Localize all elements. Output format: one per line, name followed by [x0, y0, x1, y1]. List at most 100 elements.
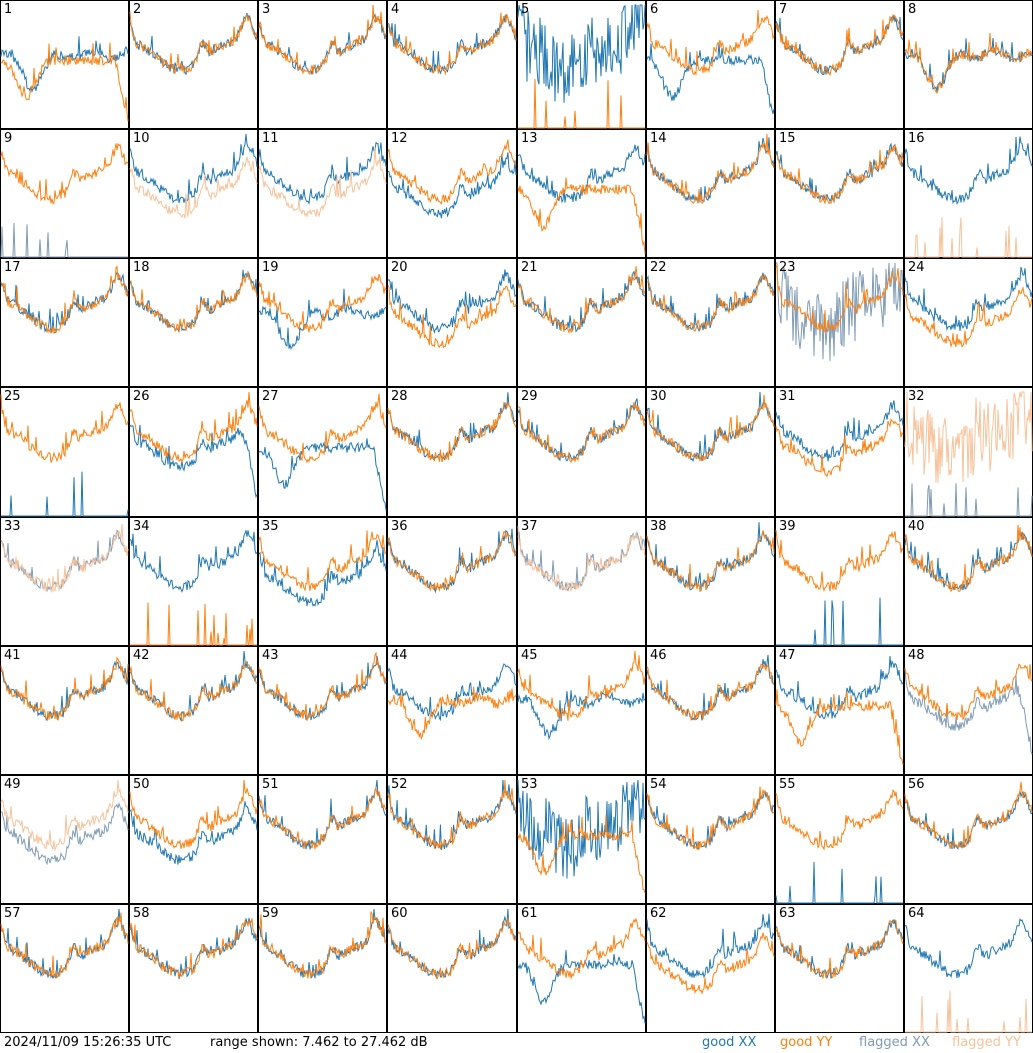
panel-frame	[775, 517, 904, 646]
series-xx-line	[517, 779, 646, 879]
series-xx-line	[1, 471, 129, 517]
series-yy-line	[518, 78, 645, 129]
panel-number: 35	[262, 519, 279, 534]
series-yy-line	[0, 779, 129, 852]
panel-plot	[258, 0, 387, 129]
panel-number: 18	[133, 260, 150, 275]
panel-number: 54	[650, 777, 667, 792]
series-xx-line	[776, 262, 904, 361]
panel-number: 4	[391, 2, 400, 17]
series-xx-line	[904, 136, 1033, 205]
panel-plot	[904, 646, 1033, 775]
panel-15: 15	[775, 129, 904, 258]
panel-57: 57	[0, 904, 129, 1033]
series-yy-line	[775, 919, 904, 979]
series-xx-line	[904, 790, 1032, 850]
panel-plot	[258, 646, 387, 775]
panel-plot	[129, 904, 258, 1033]
series-xx-line	[904, 266, 1033, 332]
panel-11: 11	[258, 129, 387, 258]
panel-number: 7	[779, 2, 788, 17]
panel-plot	[517, 775, 646, 904]
panel-38: 38	[646, 517, 775, 646]
legend-good-xx: good XX	[702, 1035, 757, 1050]
series-yy-line	[129, 918, 258, 978]
panel-36: 36	[387, 517, 517, 646]
panel-13: 13	[517, 129, 646, 258]
panel-frame	[904, 775, 1033, 904]
series-yy-line	[517, 650, 646, 721]
panel-plot	[0, 129, 129, 258]
series-yy-line	[517, 917, 646, 979]
panel-63: 63	[775, 904, 904, 1033]
panel-plot	[258, 775, 387, 904]
series-yy-line	[775, 143, 904, 206]
panel-number: 21	[521, 260, 538, 275]
panel-plot	[646, 904, 775, 1033]
series-yy-line	[258, 786, 387, 850]
panel-plot	[387, 129, 517, 258]
panel-64: 64	[904, 904, 1033, 1033]
panel-47: 47	[775, 646, 904, 775]
timestamp-label: 2024/11/09 15:26:35 UTC	[4, 1035, 172, 1050]
panel-number: 53	[521, 777, 538, 792]
panel-55: 55	[775, 775, 904, 904]
panel-frame	[387, 0, 517, 129]
panel-frame	[258, 258, 387, 387]
panel-plot	[904, 0, 1033, 129]
panel-plot	[387, 258, 517, 387]
series-yy-line	[646, 394, 775, 462]
panel-number: 57	[4, 906, 21, 921]
panel-27: 27	[258, 387, 387, 517]
panel-plot	[775, 646, 904, 775]
panel-34: 34	[129, 517, 258, 646]
panel-2: 2	[129, 0, 258, 129]
panel-number: 61	[521, 906, 538, 921]
panel-plot	[0, 0, 129, 129]
series-yy-line	[775, 14, 904, 77]
panel-23: 23	[775, 258, 904, 387]
series-xx-line	[646, 913, 775, 979]
panel-21: 21	[517, 258, 646, 387]
series-xx-line	[387, 152, 517, 219]
series-yy-line	[387, 917, 517, 980]
panel-32: 32	[904, 387, 1033, 517]
series-xx-line	[129, 269, 258, 333]
panel-number: 32	[908, 389, 925, 404]
series-yy-line	[258, 147, 387, 219]
series-yy-line	[517, 525, 646, 592]
series-yy-line	[0, 142, 129, 205]
panel-18: 18	[129, 258, 258, 387]
panel-49: 49	[0, 775, 129, 904]
panel-3: 3	[258, 0, 387, 129]
panel-plot	[646, 129, 775, 258]
panel-50: 50	[129, 775, 258, 904]
series-yy-line	[387, 686, 517, 740]
panel-plot	[0, 517, 129, 646]
panel-frame	[646, 904, 775, 1033]
panel-46: 46	[646, 646, 775, 775]
panel-plot	[129, 775, 258, 904]
footer-bar: 2024/11/09 15:26:35 UTC range shown: 7.4…	[0, 1033, 1033, 1053]
series-xx-line	[775, 400, 904, 462]
series-yy-line	[0, 523, 129, 593]
panel-plot	[0, 775, 129, 904]
series-yy-line	[775, 529, 904, 593]
series-xx-line	[387, 663, 517, 722]
panel-plot	[775, 904, 904, 1033]
panel-frame	[775, 258, 904, 387]
panel-8: 8	[904, 0, 1033, 129]
panel-frame	[775, 904, 904, 1033]
panel-number: 19	[262, 260, 279, 275]
series-yy-line	[904, 781, 1033, 850]
series-yy-line	[646, 530, 775, 593]
series-yy-line	[646, 786, 775, 850]
series-yy-line	[775, 264, 904, 333]
series-xx-line	[904, 918, 1033, 979]
series-yy-line	[129, 156, 258, 219]
panel-plot	[387, 775, 517, 904]
panel-plot	[904, 517, 1033, 646]
panel-plot	[387, 517, 517, 646]
panel-22: 22	[646, 258, 775, 387]
